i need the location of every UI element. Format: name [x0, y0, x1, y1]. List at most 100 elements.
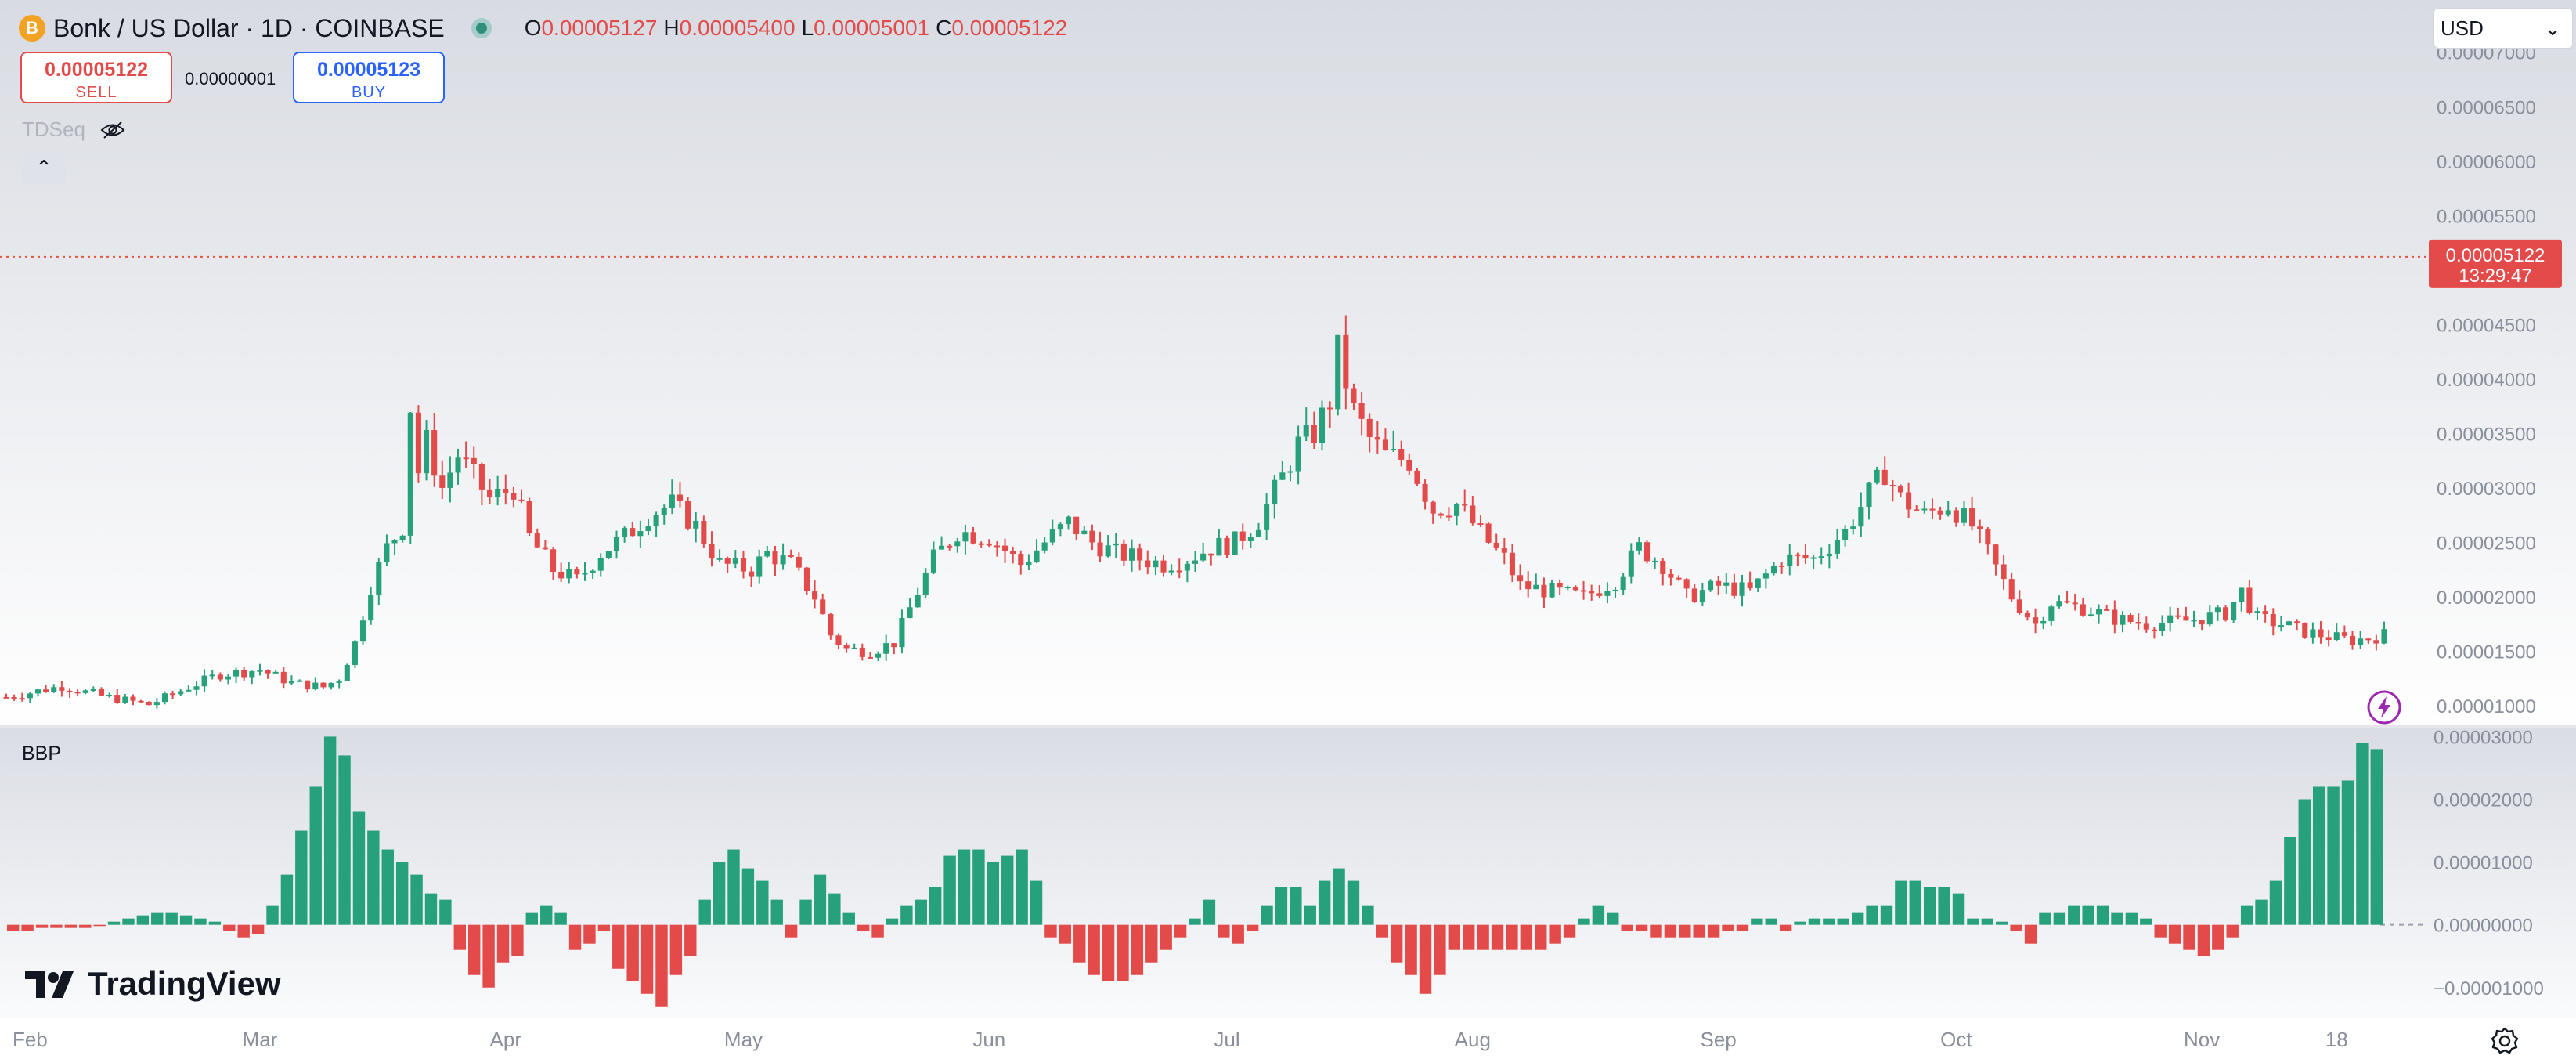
- candle-body: [344, 664, 350, 681]
- candle-body: [1834, 540, 1841, 554]
- candle-body: [613, 537, 620, 551]
- indicator-legend-tdseq[interactable]: TDSeq: [22, 117, 126, 142]
- candle-body: [2001, 564, 2007, 580]
- bbp-bar: [713, 862, 726, 925]
- candle-body: [1937, 510, 1943, 515]
- bbp-bar: [1578, 918, 1590, 925]
- candle-body: [820, 599, 826, 614]
- bbp-indicator-label[interactable]: BBP: [22, 743, 62, 764]
- bbp-bar: [2096, 905, 2109, 925]
- candle-body: [661, 508, 667, 515]
- bbp-bar: [194, 918, 207, 925]
- candle-body: [161, 693, 168, 703]
- candle-body: [431, 430, 438, 476]
- candle-body: [2016, 599, 2022, 613]
- candle-body: [59, 687, 65, 691]
- bbp-bar: [972, 849, 985, 925]
- candle-body: [2040, 620, 2047, 624]
- collapse-indicators-button[interactable]: ⌃: [22, 152, 66, 183]
- candle-body: [2325, 637, 2332, 641]
- currency-select[interactable]: USD ⌄: [2433, 8, 2573, 49]
- candle-body: [566, 569, 572, 579]
- candle-body: [756, 556, 763, 577]
- bbp-bar: [2341, 780, 2354, 925]
- bbp-bar: [165, 912, 178, 925]
- pane-separator[interactable]: [0, 725, 2576, 728]
- candle-body: [812, 591, 818, 600]
- candle-body: [146, 701, 152, 706]
- bbp-bar: [1679, 924, 1691, 938]
- tdseq-label[interactable]: TDSeq: [22, 117, 85, 141]
- candle-body: [883, 643, 889, 654]
- candle-body: [1699, 590, 1705, 602]
- bbp-bar: [208, 921, 222, 925]
- candle-body: [1097, 542, 1103, 557]
- candle-body: [1929, 508, 1936, 511]
- bbp-axis[interactable]: −0.00001000 0.00000000 0.00001000 0.0000200…: [2433, 727, 2544, 999]
- candle-body: [1842, 528, 1849, 540]
- bbp-bar: [453, 924, 466, 950]
- time-tick-label: 18: [2325, 1028, 2348, 1051]
- time-axis[interactable]: Feb Mar Apr May Jun Jul Aug Sep Oct Nov 18: [13, 1028, 2348, 1051]
- tradingview-logo[interactable]: TradingView: [25, 965, 281, 1003]
- candle-body: [780, 555, 786, 565]
- bbp-bar: [1088, 924, 1100, 975]
- candle-body: [34, 689, 41, 694]
- bbp-bar: [799, 899, 812, 925]
- candle-body: [2254, 611, 2260, 613]
- candle-body: [2048, 606, 2055, 621]
- candle-body: [891, 643, 897, 648]
- candle-body: [2033, 617, 2039, 624]
- candle-body: [233, 669, 240, 677]
- bbp-bar: [1189, 918, 1201, 925]
- candle-body: [1335, 334, 1341, 410]
- bbp-bar: [1405, 924, 1417, 975]
- bbp-bar: [698, 899, 711, 925]
- candle-body: [1620, 576, 1626, 590]
- symbol-legend[interactable]: B Bonk / US Dollar · 1D · COINBASE O 0.00…: [19, 11, 1067, 45]
- bbp-bar: [1390, 924, 1403, 963]
- candle-body: [796, 556, 802, 568]
- buy-button[interactable]: 0.00005123 BUY: [293, 52, 445, 103]
- candle-body: [1533, 584, 1539, 590]
- bbp-bar: [1347, 880, 1360, 925]
- candle-body: [1810, 557, 1817, 559]
- candle-body: [209, 674, 215, 677]
- bbp-bar: [1563, 924, 1576, 938]
- candle-body: [455, 457, 461, 473]
- symbol-title[interactable]: Bonk / US Dollar · 1D · COINBASE: [53, 13, 445, 42]
- settings-icon[interactable]: [2490, 1026, 2520, 1056]
- candle-body: [2365, 638, 2372, 641]
- sell-button[interactable]: 0.00005122 SELL: [20, 52, 172, 103]
- lightning-icon[interactable]: [2366, 689, 2402, 725]
- bbp-bar: [223, 924, 236, 931]
- candle-body: [1089, 530, 1095, 543]
- last-price-value: 0.00005122: [2446, 245, 2545, 266]
- price-tick-label: 0.00004000: [2437, 370, 2536, 391]
- bbp-bar: [857, 924, 870, 931]
- ohlc-close-value: 0.00005122: [951, 16, 1068, 40]
- candle-body: [2214, 607, 2221, 613]
- candle-body: [1239, 531, 1246, 541]
- candle-body: [526, 501, 532, 533]
- bbp-bar: [1895, 880, 1907, 925]
- candle-body: [2143, 623, 2149, 630]
- bbp-bar: [1621, 924, 1633, 931]
- bbp-bar: [1333, 868, 1345, 925]
- candle-body: [954, 541, 961, 547]
- bbp-bar: [568, 924, 582, 950]
- price-axis[interactable]: 0.00001000 0.00001500 0.00002000 0.00002500…: [2437, 43, 2536, 717]
- price-tick-label: 0.00002500: [2437, 533, 2536, 554]
- time-tick-label: Mar: [243, 1028, 278, 1051]
- eye-hidden-icon[interactable]: [99, 121, 126, 139]
- bbp-bar: [1592, 905, 1605, 925]
- price-tick-label: 0.00004500: [2437, 315, 2536, 336]
- candle-body: [1041, 542, 1048, 551]
- candle-body: [1541, 584, 1547, 598]
- candle-body: [907, 607, 913, 618]
- candle-body: [1596, 593, 1603, 596]
- candle-body: [1676, 577, 1682, 580]
- bbp-bar: [828, 893, 841, 925]
- sell-label: SELL: [75, 84, 117, 101]
